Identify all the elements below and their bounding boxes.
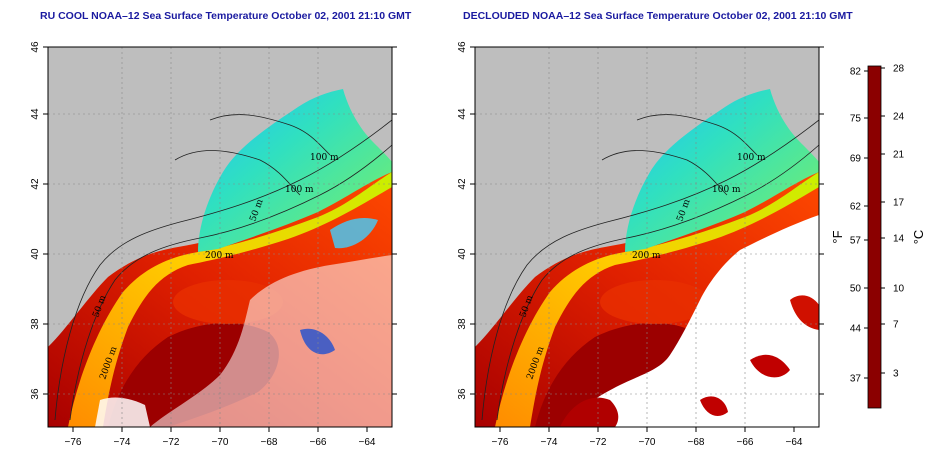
- cloud-cover: [95, 218, 392, 427]
- fahrenheit-tick-label: 37: [850, 374, 862, 385]
- lon-tick-label: −64: [359, 437, 376, 448]
- lat-lon-grid: [475, 47, 819, 427]
- fahrenheit-label: °F: [830, 230, 845, 243]
- colorbar-gradient: [867, 65, 882, 409]
- right-sst-map: 100 m 100 m 50 m 200 m 50 m 2000 m −76 −7…: [457, 41, 824, 448]
- lat-tick-label: 46: [30, 41, 41, 53]
- lon-tick-label: −68: [261, 437, 278, 448]
- fahrenheit-tick-label: 75: [850, 114, 862, 125]
- lon-tick-label: −74: [541, 437, 558, 448]
- lon-tick-label: −76: [65, 437, 82, 448]
- contour-label: 200 m: [632, 251, 661, 261]
- lon-tick-label: −70: [639, 437, 656, 448]
- masked-cloud-area: [560, 215, 819, 427]
- lon-tick-label: −72: [163, 437, 180, 448]
- contour-label: 100 m: [285, 185, 314, 195]
- bathymetry-contours: [54, 114, 392, 421]
- lat-tick-label: 40: [30, 248, 41, 260]
- fahrenheit-tick-label: 69: [850, 154, 862, 165]
- left-sst-map: 100 m 100 m 50 m 200 m 50 m 2000 m −76 −7…: [30, 41, 397, 448]
- lat-tick-label: 38: [30, 318, 41, 330]
- lat-tick-label: 36: [30, 388, 41, 400]
- celsius-tick-label: 24: [893, 112, 905, 123]
- bathymetry-contours: [481, 114, 819, 421]
- lat-tick-label: 38: [457, 318, 468, 330]
- lon-tick-label: −72: [590, 437, 607, 448]
- right-map-title: DECLOUDED NOAA–12 Sea Surface Temperatur…: [463, 10, 853, 22]
- fahrenheit-tick-label: 82: [850, 67, 862, 78]
- left-axes: −76 −74 −72 −70 −68 −66 −64 36 38 40 42 44 46: [30, 41, 397, 448]
- lon-tick-label: −70: [212, 437, 229, 448]
- lat-tick-label: 44: [457, 108, 468, 120]
- celsius-tick-label: 10: [893, 284, 905, 295]
- lon-tick-label: −74: [114, 437, 131, 448]
- celsius-tick-label: 17: [893, 198, 905, 209]
- lon-tick-label: −76: [492, 437, 509, 448]
- contour-label: 200 m: [205, 251, 234, 261]
- celsius-tick-label: 3: [893, 369, 899, 380]
- temperature-colorbar: 82 75 69 62 57 50 44 37 28 24 21 17 14 10 7 3 °F °C: [830, 64, 926, 409]
- left-map-title: RU COOL NOAA–12 Sea Surface Temperature …: [40, 10, 412, 22]
- lon-tick-label: −64: [786, 437, 803, 448]
- lon-tick-label: −66: [737, 437, 754, 448]
- contour-label: 100 m: [737, 153, 766, 163]
- contour-label: 100 m: [310, 153, 339, 163]
- fahrenheit-tick-label: 57: [850, 236, 862, 247]
- colorbar-ticks: 82 75 69 62 57 50 44 37 28 24 21 17 14 10 7 3: [850, 64, 905, 385]
- right-axes: −76 −74 −72 −70 −68 −66 −64 36 38 40 42 44 46: [457, 41, 824, 448]
- lon-tick-label: −68: [688, 437, 705, 448]
- celsius-tick-label: 21: [893, 150, 905, 161]
- lat-lon-grid: [48, 47, 392, 427]
- lat-tick-label: 42: [457, 178, 468, 190]
- lat-tick-label: 36: [457, 388, 468, 400]
- celsius-tick-label: 14: [893, 234, 905, 245]
- celsius-tick-label: 28: [893, 64, 905, 75]
- lat-tick-label: 46: [457, 41, 468, 53]
- fahrenheit-tick-label: 44: [850, 324, 862, 335]
- lat-tick-label: 40: [457, 248, 468, 260]
- fahrenheit-tick-label: 62: [850, 202, 862, 213]
- lat-tick-label: 44: [30, 108, 41, 120]
- lon-tick-label: −66: [310, 437, 327, 448]
- fahrenheit-tick-label: 50: [850, 284, 862, 295]
- lat-tick-label: 42: [30, 178, 41, 190]
- celsius-tick-label: 7: [893, 320, 899, 331]
- contour-label: 100 m: [712, 185, 741, 195]
- celsius-label: °C: [911, 230, 926, 245]
